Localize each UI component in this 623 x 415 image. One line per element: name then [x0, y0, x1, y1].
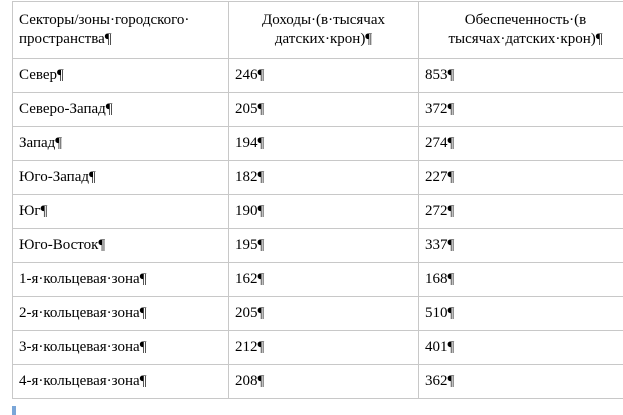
cell-sector[interactable]: Северо-Запад¶	[12, 92, 229, 127]
table-row: 4-я·кольцевая·зона¶ 208¶ 362¶	[12, 364, 623, 399]
cell-income[interactable]: 212¶	[228, 330, 419, 365]
table-row: 3-я·кольцевая·зона¶ 212¶ 401¶	[12, 330, 623, 365]
cell-provision[interactable]: 853¶	[418, 58, 623, 93]
cell-provision[interactable]: 272¶	[418, 194, 623, 229]
cell-income[interactable]: 246¶	[228, 58, 419, 93]
cell-provision[interactable]: 168¶	[418, 262, 623, 297]
cell-income[interactable]: 195¶	[228, 228, 419, 263]
text-cursor-marker	[12, 406, 16, 415]
cell-sector[interactable]: Юго-Восток¶	[12, 228, 229, 263]
cell-provision[interactable]: 362¶	[418, 364, 623, 399]
data-table: Секторы/зоны·городского· пространства¶ До…	[12, 1, 623, 399]
cell-sector[interactable]: 3-я·кольцевая·зона¶	[12, 330, 229, 365]
cell-sector[interactable]: 2-я·кольцевая·зона¶	[12, 296, 229, 331]
cell-income[interactable]: 162¶	[228, 262, 419, 297]
table-row: Юго-Запад¶ 182¶ 227¶	[12, 160, 623, 195]
cell-provision[interactable]: 510¶	[418, 296, 623, 331]
cell-sector[interactable]: Юг¶	[12, 194, 229, 229]
table-row: 1-я·кольцевая·зона¶ 162¶ 168¶	[12, 262, 623, 297]
table-header-row: Секторы/зоны·городского· пространства¶ До…	[12, 1, 623, 59]
cell-sector[interactable]: Запад¶	[12, 126, 229, 161]
cell-sector[interactable]: 4-я·кольцевая·зона¶	[12, 364, 229, 399]
table-body: Север¶ 246¶ 853¶ Северо-Запад¶ 205¶ 372¶ Запад…	[12, 58, 623, 399]
table-row: Северо-Запад¶ 205¶ 372¶	[12, 92, 623, 127]
cell-sector[interactable]: Юго-Запад¶	[12, 160, 229, 195]
cell-income[interactable]: 205¶	[228, 92, 419, 127]
cell-income[interactable]: 194¶	[228, 126, 419, 161]
cell-provision[interactable]: 337¶	[418, 228, 623, 263]
column-header-sector[interactable]: Секторы/зоны·городского· пространства¶	[12, 1, 229, 59]
cell-income[interactable]: 205¶	[228, 296, 419, 331]
column-header-provision[interactable]: Обеспеченность·(в тысячах·датских·крон)¶	[418, 1, 623, 59]
table-row: Север¶ 246¶ 853¶	[12, 58, 623, 93]
table-row: Юг¶ 190¶ 272¶	[12, 194, 623, 229]
table-row: Юго-Восток¶ 195¶ 337¶	[12, 228, 623, 263]
cell-provision[interactable]: 401¶	[418, 330, 623, 365]
cell-provision[interactable]: 227¶	[418, 160, 623, 195]
cell-provision[interactable]: 274¶	[418, 126, 623, 161]
cell-income[interactable]: 182¶	[228, 160, 419, 195]
cell-provision[interactable]: 372¶	[418, 92, 623, 127]
column-header-income[interactable]: Доходы·(в·тысячах датских·крон)¶	[228, 1, 419, 59]
cell-sector[interactable]: Север¶	[12, 58, 229, 93]
table-row: Запад¶ 194¶ 274¶	[12, 126, 623, 161]
cell-income[interactable]: 190¶	[228, 194, 419, 229]
table-row: 2-я·кольцевая·зона¶ 205¶ 510¶	[12, 296, 623, 331]
cell-income[interactable]: 208¶	[228, 364, 419, 399]
cell-sector[interactable]: 1-я·кольцевая·зона¶	[12, 262, 229, 297]
